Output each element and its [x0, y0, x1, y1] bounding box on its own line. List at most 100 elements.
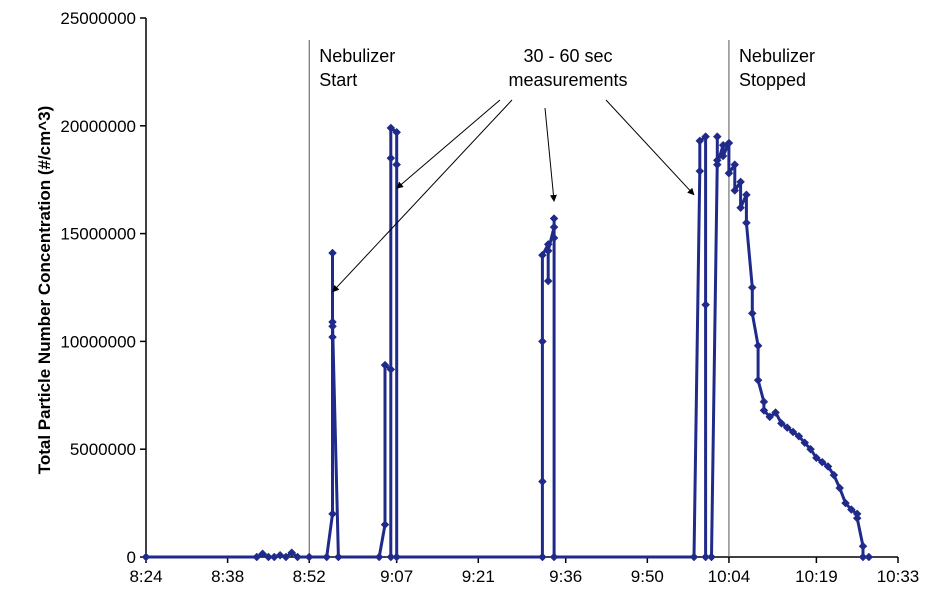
data-point — [777, 418, 786, 428]
y-tick-label: 25000000 — [60, 9, 136, 28]
data-point — [718, 151, 728, 161]
vertical-markers: Nebulizer Start Nebulizer Stopped — [308, 40, 815, 557]
data-point — [392, 160, 402, 169]
data-point — [386, 552, 396, 562]
data-point — [538, 250, 547, 260]
annotation-label: measurements — [508, 70, 627, 90]
vertical-marker-label: Nebulizer — [319, 46, 395, 66]
data-point — [549, 552, 559, 562]
data-point — [817, 457, 827, 467]
data-point — [549, 233, 559, 243]
data-point — [328, 248, 337, 258]
data-point — [753, 375, 763, 385]
data-point — [701, 300, 710, 310]
data-point — [549, 214, 559, 223]
data-point — [742, 218, 751, 228]
data-point — [386, 123, 396, 133]
data-point — [736, 177, 745, 187]
data-point — [852, 513, 862, 523]
series-layer — [141, 123, 874, 562]
data-point — [275, 550, 285, 560]
data-point — [753, 341, 763, 351]
data-point — [141, 552, 151, 562]
data-point — [701, 132, 710, 141]
data-point — [759, 406, 769, 415]
data-point — [328, 509, 337, 519]
data-point — [258, 549, 267, 559]
data-point — [392, 552, 402, 562]
x-tick-label: 8:52 — [293, 567, 326, 586]
data-point — [328, 332, 337, 342]
data-point — [765, 412, 775, 422]
series-line — [146, 126, 869, 559]
annotation-arrow — [544, 107, 557, 202]
data-point — [812, 453, 821, 463]
vertical-marker-label: Stopped — [739, 70, 806, 90]
data-point — [858, 552, 868, 562]
data-point — [806, 444, 815, 454]
data-point — [730, 186, 740, 195]
data-point — [380, 520, 390, 530]
data-point — [380, 360, 390, 370]
data-point — [747, 309, 757, 318]
data-point — [695, 166, 705, 176]
data-point — [712, 160, 722, 169]
data-point — [328, 317, 337, 327]
annotation-arrow — [396, 99, 501, 189]
annotations: 30 - 60 sec measurements — [332, 46, 695, 293]
data-point — [771, 408, 780, 417]
data-point — [794, 431, 804, 441]
data-point — [823, 462, 833, 471]
x-tick-label: 10:19 — [795, 567, 838, 586]
x-tick-label: 9:07 — [380, 567, 413, 586]
data-point — [293, 552, 302, 562]
data-point — [847, 505, 856, 514]
x-tick-label: 9:50 — [631, 567, 664, 586]
y-tick-label: 20000000 — [60, 117, 136, 136]
x-tick-label: 9:21 — [462, 567, 495, 586]
data-point — [543, 276, 553, 286]
data-point — [322, 552, 332, 562]
data-point — [730, 160, 740, 169]
x-tick-label: 8:38 — [211, 567, 244, 586]
data-point — [835, 483, 845, 493]
data-point — [712, 132, 722, 141]
y-tick-label: 5000000 — [70, 440, 136, 459]
data-point — [695, 136, 705, 146]
data-point — [287, 548, 297, 558]
data-point — [386, 153, 396, 163]
y-tick-label: 0 — [127, 548, 136, 567]
data-point — [864, 552, 874, 562]
data-point — [538, 552, 547, 562]
data-point — [707, 552, 716, 562]
data-point — [701, 552, 710, 562]
axes: 0 5000000 10000000 15000000 20000000 25000000… — [60, 9, 919, 586]
data-point — [543, 246, 553, 256]
data-point — [549, 222, 559, 232]
x-tick-label: 10:33 — [877, 567, 920, 586]
data-point — [689, 552, 699, 562]
data-point — [742, 190, 751, 200]
data-point — [392, 127, 402, 137]
data-point — [724, 168, 734, 178]
data-point — [724, 138, 734, 148]
y-tick-label: 10000000 — [60, 332, 136, 351]
data-point — [747, 283, 757, 292]
data-point — [374, 552, 384, 562]
data-point — [264, 552, 273, 562]
x-tick-label: 10:04 — [708, 567, 751, 586]
data-point — [538, 477, 547, 486]
y-axis-title-text: Total Particle Number Concentration (#/c… — [35, 106, 54, 475]
annotation-arrow — [605, 99, 695, 196]
data-point — [736, 203, 745, 213]
data-point — [829, 470, 839, 480]
data-point — [304, 552, 314, 562]
vertical-marker-label: Start — [319, 70, 357, 90]
data-point — [252, 552, 262, 562]
x-tick-label: 9:36 — [549, 567, 582, 586]
data-point — [334, 552, 343, 562]
y-axis-title: Total Particle Number Concentration (#/c… — [35, 106, 54, 475]
data-point — [386, 365, 396, 374]
data-point — [281, 552, 291, 562]
